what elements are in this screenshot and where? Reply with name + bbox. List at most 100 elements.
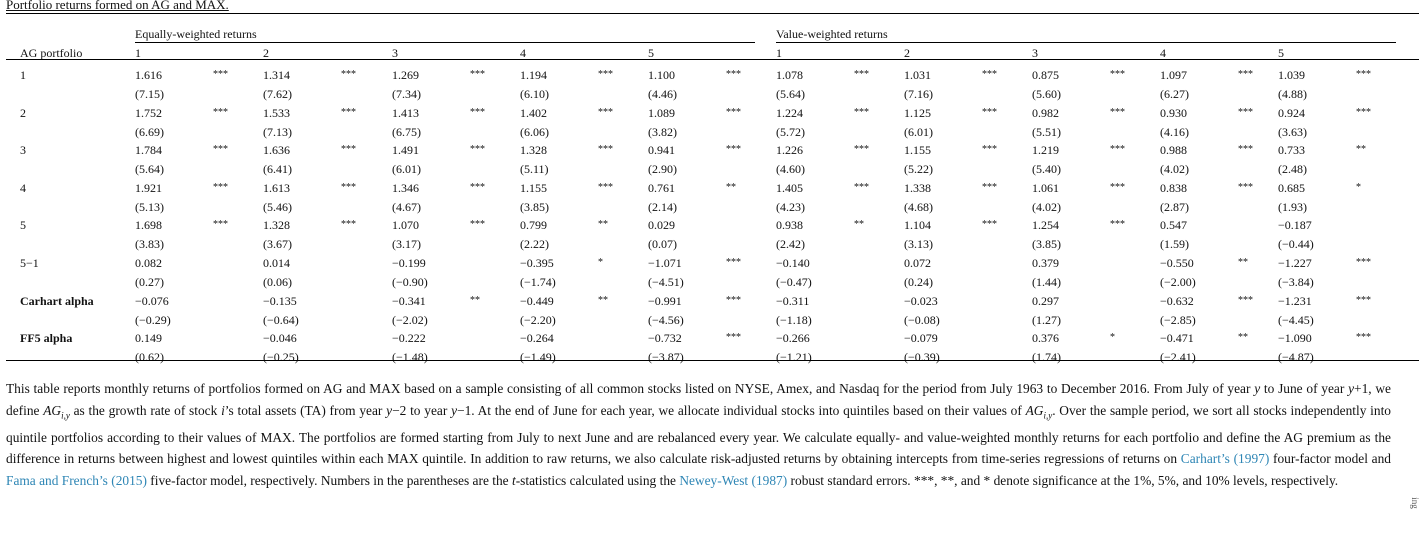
tstat-cell: (2.42) (776, 237, 805, 252)
tstat-cell: (6.41) (263, 162, 292, 177)
note-text: as the growth rate of stock (69, 402, 222, 418)
tstat-cell: (−1.48) (392, 350, 428, 365)
newey-west-citation-link[interactable]: Newey-West (1987) (679, 472, 788, 488)
coefficient-cell: 1.491 (392, 143, 419, 158)
note-subscript: i,y (1043, 410, 1053, 421)
significance-stars: *** (470, 69, 485, 80)
coefficient-cell: 1.752 (135, 105, 162, 120)
tstat-cell: (3.63) (1278, 124, 1307, 139)
tstat-cell: (−4.87) (1278, 350, 1314, 365)
tstat-cell: (2.87) (1160, 199, 1189, 214)
significance-stars: *** (854, 106, 869, 118)
significance-stars: *** (1110, 144, 1125, 156)
significance-stars: ** (854, 219, 864, 231)
coefficient-cell: 0.799 (520, 218, 547, 233)
tstat-cell: (0.07) (648, 237, 677, 252)
coefficient-cell: 1.314 (263, 68, 290, 82)
coefficient-cell: −0.135 (263, 293, 297, 308)
column-header: 2 (904, 46, 910, 60)
header-rule (6, 59, 1419, 60)
significance-stars: * (1356, 181, 1361, 193)
coefficient-cell: 1.698 (135, 218, 162, 233)
coefficient-cell: 1.089 (648, 105, 675, 120)
significance-stars: *** (726, 144, 741, 156)
tstat-cell: (−0.47) (776, 275, 812, 289)
significance-stars: ** (470, 294, 480, 306)
column-header: 5 (1278, 46, 1284, 60)
note-var: y (386, 402, 393, 418)
table-title: Portfolio returns formed on AG and MAX. (6, 0, 229, 12)
significance-stars: *** (726, 332, 741, 344)
coefficient-cell: 1.636 (263, 143, 290, 158)
significance-stars: *** (1238, 69, 1253, 80)
coefficient-cell: 1.104 (904, 218, 931, 233)
coefficient-cell: 1.070 (392, 218, 419, 233)
tstat-cell: (1.74) (1032, 350, 1061, 365)
tstat-cell: (4.02) (1032, 199, 1061, 214)
row-label: 4 (20, 180, 26, 195)
tstat-cell: (3.85) (520, 199, 549, 214)
tstat-cell: (4.67) (392, 199, 421, 214)
row-label: Carhart alpha (20, 293, 94, 308)
tstat-cell: (5.40) (1032, 162, 1061, 177)
note-text: −1. At the end of June for each year, we… (457, 402, 1026, 418)
note-text: This table reports monthly returns of po… (6, 381, 1255, 396)
significance-stars: *** (1238, 294, 1253, 306)
tstat-cell: (0.62) (135, 350, 164, 365)
coefficient-cell: 1.269 (392, 68, 419, 82)
coefficient-cell: 1.784 (135, 143, 162, 158)
tstat-cell: (5.72) (776, 124, 805, 139)
significance-stars: *** (854, 144, 869, 156)
side-margin-glyph: ing (1410, 497, 1421, 509)
significance-stars: *** (982, 181, 997, 193)
significance-stars: *** (1356, 106, 1371, 118)
significance-stars: *** (213, 144, 228, 156)
tstat-cell: (−1.74) (520, 275, 556, 289)
value-weighted-underline (776, 42, 1396, 43)
significance-stars: *** (341, 144, 356, 156)
significance-stars: *** (213, 106, 228, 118)
significance-stars: *** (1110, 219, 1125, 231)
tstat-cell: (−3.84) (1278, 275, 1314, 289)
tstat-cell: (−0.44) (1278, 237, 1314, 252)
coefficient-cell: 0.982 (1032, 105, 1059, 120)
fama-french-citation-link[interactable]: Fama and French’s (2015) (6, 472, 147, 488)
tstat-cell: (−1.18) (776, 312, 812, 327)
tstat-cell: (−0.90) (392, 275, 428, 289)
tstat-cell: (2.14) (648, 199, 677, 214)
coefficient-cell: 1.155 (904, 143, 931, 158)
coefficient-cell: 0.029 (648, 218, 675, 233)
significance-stars: *** (1356, 332, 1371, 344)
tstat-cell: (6.01) (904, 124, 933, 139)
coefficient-cell: 1.097 (1160, 68, 1187, 82)
coefficient-cell: 1.224 (776, 105, 803, 120)
coefficient-cell: 1.616 (135, 68, 162, 82)
coefficient-cell: −0.187 (1278, 218, 1312, 233)
coefficient-cell: 1.328 (520, 143, 547, 158)
tstat-cell: (0.27) (135, 275, 164, 289)
significance-stars: * (598, 257, 603, 268)
tstat-cell: (1.93) (1278, 199, 1307, 214)
tstat-cell: (0.24) (904, 275, 933, 289)
significance-stars: ** (1238, 332, 1248, 344)
coefficient-cell: 1.078 (776, 68, 803, 82)
tstat-cell: (−3.87) (648, 350, 684, 365)
coefficient-cell: 1.226 (776, 143, 803, 158)
coefficient-cell: 1.100 (648, 68, 675, 82)
coefficient-cell: −0.266 (776, 331, 810, 346)
tstat-cell: (−0.29) (135, 312, 171, 327)
tstat-cell: (4.16) (1160, 124, 1189, 139)
tstat-cell: (6.06) (520, 124, 549, 139)
significance-stars: *** (982, 106, 997, 118)
bottom-rule (6, 360, 1419, 361)
coefficient-cell: 0.685 (1278, 180, 1305, 195)
tstat-cell: (4.46) (648, 87, 677, 101)
tstat-cell: (2.48) (1278, 162, 1307, 177)
significance-stars: *** (726, 106, 741, 118)
significance-stars: *** (854, 181, 869, 193)
significance-stars: *** (726, 257, 741, 268)
significance-stars: *** (598, 69, 613, 80)
tstat-cell: (7.62) (263, 87, 292, 101)
carhart-citation-link[interactable]: Carhart’s (1997) (1180, 451, 1270, 467)
tstat-cell: (4.60) (776, 162, 805, 177)
